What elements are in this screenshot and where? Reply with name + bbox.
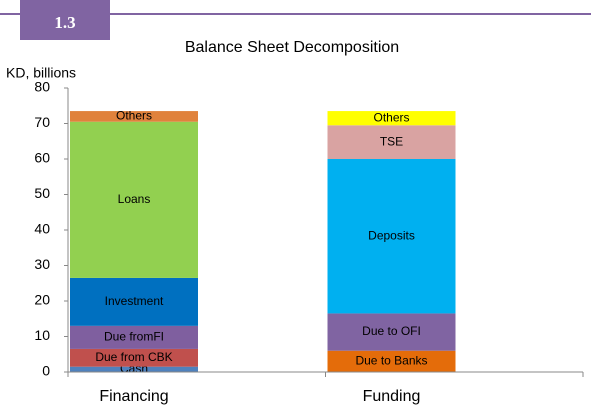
y-tick-label: 30 [34, 256, 50, 272]
y-tick-label: 20 [34, 292, 50, 308]
bar-segment [70, 366, 198, 372]
segment-label: Loans [118, 192, 151, 206]
bar-segment [70, 325, 198, 349]
y-axis-label: KD, billions [6, 65, 76, 81]
x-tick-label: Funding [363, 388, 421, 405]
segment-label: Due fromFI [104, 330, 164, 344]
bar-segment [70, 277, 198, 326]
bar-segment [327, 125, 456, 159]
y-tick-label: 40 [34, 221, 50, 237]
segment-label: Deposits [368, 228, 415, 242]
segment-label: TSE [380, 134, 403, 148]
segment-label: Others [373, 110, 409, 124]
bar-segment [327, 111, 456, 126]
bar-segment [327, 159, 456, 314]
y-tick-label: 60 [34, 150, 50, 166]
badge-box [20, 0, 110, 40]
bar-segment [70, 121, 198, 278]
y-tick-label: 10 [34, 327, 50, 343]
chart-title: Balance Sheet Decomposition [185, 39, 399, 56]
y-tick-label: 70 [34, 114, 50, 130]
y-tick-label: 80 [34, 79, 50, 95]
badge: 1.3 [54, 13, 75, 32]
segment-label: Others [116, 109, 152, 123]
y-tick-label: 50 [34, 185, 50, 201]
bar-segment [327, 313, 456, 351]
bar-segment [70, 111, 198, 122]
x-tick-label: Financing [99, 388, 168, 405]
segment-label: Due from CBK [95, 350, 172, 364]
y-tick-label: 0 [42, 363, 50, 379]
segment-label: Due to OFI [362, 324, 421, 338]
segment-label: Due to Banks [355, 354, 427, 368]
bar-segment [70, 348, 198, 367]
segment-label: Investment [105, 294, 164, 308]
bar-segment [327, 350, 456, 372]
